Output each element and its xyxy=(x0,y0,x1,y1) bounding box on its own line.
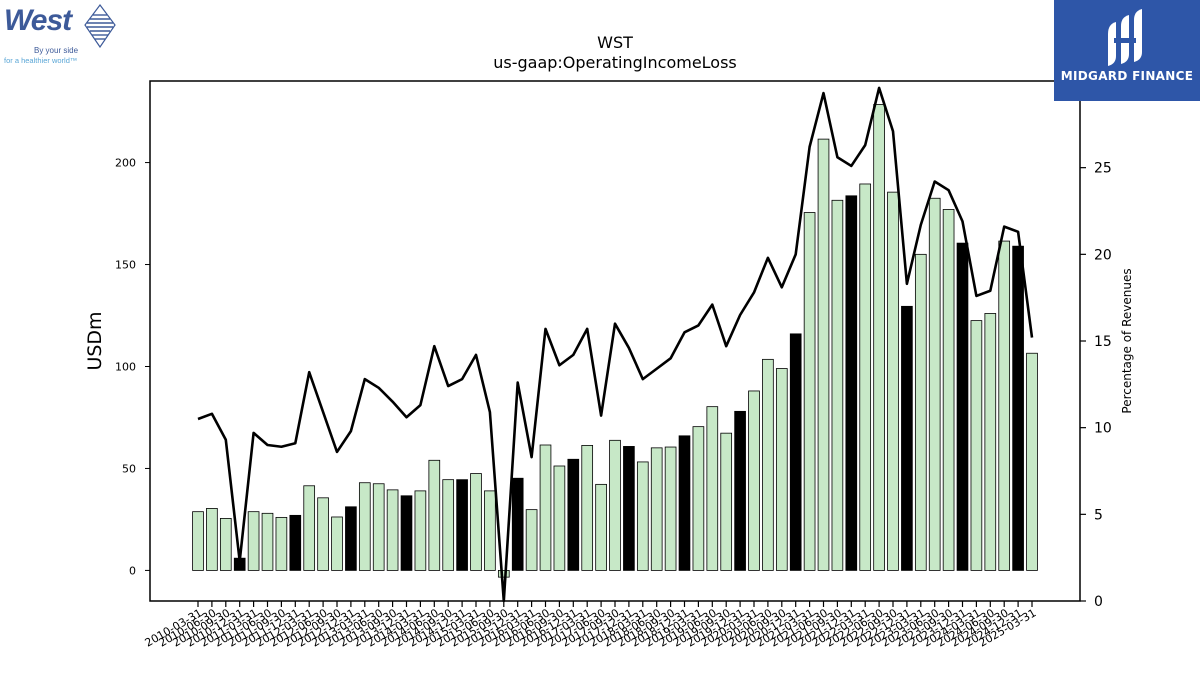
bar xyxy=(734,410,746,571)
y-axis-label: USDm xyxy=(84,311,106,370)
west-wordmark: West xyxy=(4,4,72,37)
bar xyxy=(206,508,218,571)
bar xyxy=(484,490,496,571)
bar xyxy=(998,240,1011,571)
y2-tick-label: 15 xyxy=(1094,334,1112,350)
west-tagline-2: for a healthier world™ xyxy=(4,56,78,65)
y2-tick-label: 0 xyxy=(1094,594,1103,610)
bar xyxy=(609,439,621,571)
bar xyxy=(358,482,371,571)
y-tick-label: 150 xyxy=(115,259,136,272)
bar xyxy=(692,426,705,571)
bar xyxy=(247,511,260,571)
y2-tick-label: 25 xyxy=(1094,161,1112,177)
midgard-monogram-icon xyxy=(1108,9,1142,66)
bar xyxy=(706,406,719,571)
bar xyxy=(1026,352,1038,571)
bar xyxy=(817,138,830,571)
bar xyxy=(859,183,872,571)
bar xyxy=(567,458,580,571)
y-tick-label: 50 xyxy=(122,462,136,475)
bar xyxy=(497,570,510,578)
chart-title: WST xyxy=(597,33,633,52)
bar xyxy=(345,506,357,571)
midgard-name: MIDGARD FINANCE xyxy=(1060,69,1194,83)
bar xyxy=(442,479,455,571)
bar xyxy=(956,242,969,571)
bar xyxy=(650,447,663,571)
bar xyxy=(386,489,399,571)
bar xyxy=(873,104,885,571)
bar xyxy=(470,473,482,571)
bar xyxy=(831,199,844,571)
bar xyxy=(261,512,274,571)
series-line xyxy=(197,86,1034,603)
bar xyxy=(372,483,385,571)
bar xyxy=(901,305,913,571)
west-logo: West By your side for a healthier world™ xyxy=(4,4,116,68)
bar xyxy=(428,459,441,571)
bar xyxy=(456,479,468,571)
bar xyxy=(400,495,413,571)
y-tick-label: 0 xyxy=(129,564,136,577)
west-tagline-1: By your side xyxy=(34,46,79,55)
y2-tick-label: 5 xyxy=(1094,507,1103,523)
bar xyxy=(928,197,941,571)
bar xyxy=(942,209,955,571)
y-tick-label: 200 xyxy=(115,157,136,170)
bar xyxy=(303,485,316,571)
bar xyxy=(192,511,204,571)
y-tick-label: 100 xyxy=(115,360,136,373)
y2-tick-label: 10 xyxy=(1094,421,1112,437)
bar xyxy=(720,432,733,571)
bar xyxy=(762,358,774,571)
bar xyxy=(748,390,760,571)
bar xyxy=(803,212,816,571)
bar xyxy=(970,320,983,571)
bar xyxy=(664,446,677,571)
chart-subtitle: us-gaap:OperatingIncomeLoss xyxy=(493,53,737,72)
bar xyxy=(984,313,997,571)
bar xyxy=(1012,245,1024,571)
bar xyxy=(525,509,538,571)
bar xyxy=(331,516,343,571)
bar xyxy=(539,444,552,571)
bar xyxy=(289,514,302,571)
y2-tick-label: 20 xyxy=(1094,247,1112,263)
bar xyxy=(219,518,232,571)
bar xyxy=(553,465,566,571)
bar xyxy=(317,497,329,571)
bar xyxy=(636,461,649,571)
west-diamond-icon xyxy=(84,4,116,48)
plot-area: 0501001502000510152025302010-03-312010-0… xyxy=(115,74,1112,650)
y2-axis-label: Percentage of Revenues xyxy=(1120,268,1134,413)
bar xyxy=(678,435,691,571)
bar xyxy=(789,333,802,571)
bar xyxy=(595,483,607,571)
bar xyxy=(275,516,288,571)
bar xyxy=(623,446,635,571)
bar xyxy=(581,445,594,571)
bar xyxy=(775,368,788,571)
bar xyxy=(845,195,858,571)
bar xyxy=(887,191,899,571)
midgard-logo: MIDGARD FINANCE xyxy=(1054,0,1200,101)
bar xyxy=(511,477,524,571)
bar xyxy=(414,490,427,571)
bar xyxy=(914,253,927,571)
